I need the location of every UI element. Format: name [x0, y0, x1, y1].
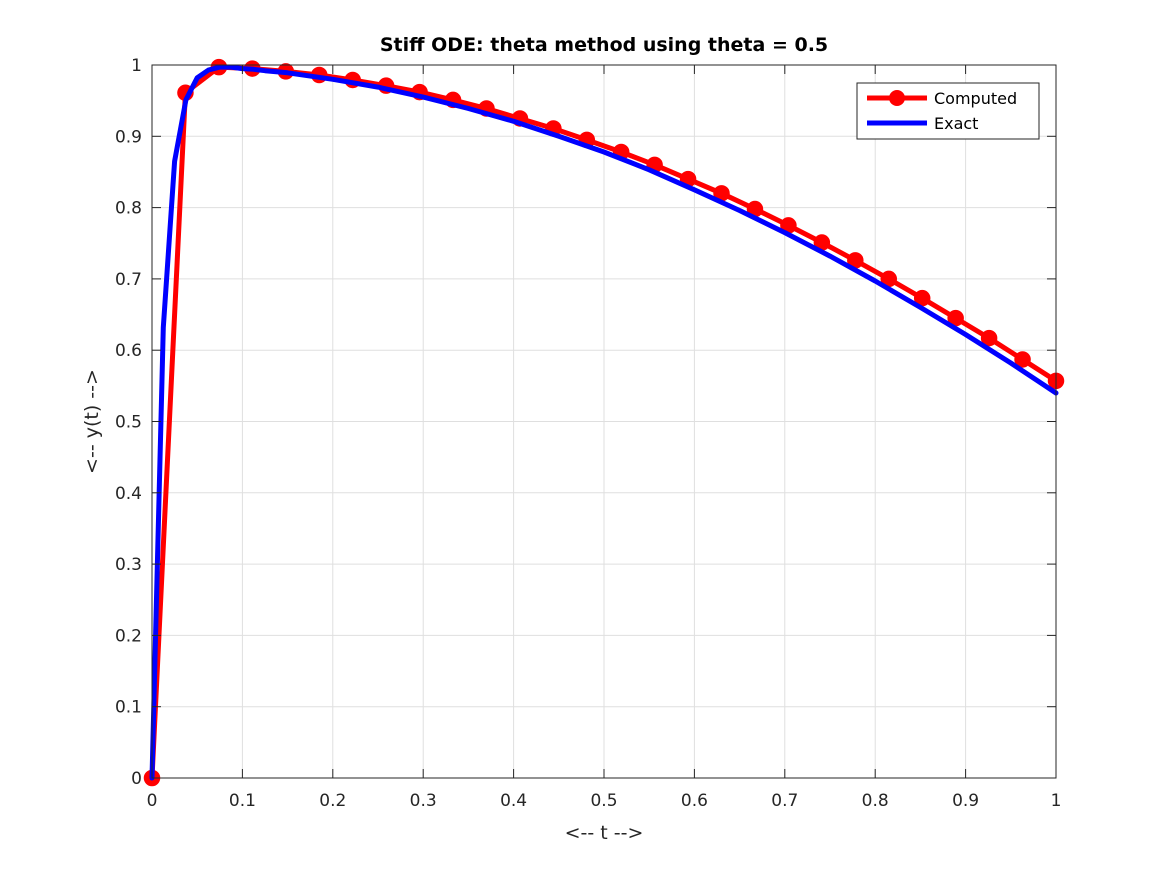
legend-label-exact: Exact — [934, 114, 978, 133]
y-tick-label: 1 — [131, 56, 142, 76]
x-tick-label: 0.2 — [319, 791, 346, 811]
x-tick-label: 0.7 — [771, 791, 798, 811]
legend: Computed Exact — [856, 82, 1040, 140]
data-point-computed — [1014, 351, 1031, 368]
y-tick-label: 0.9 — [115, 127, 142, 147]
y-tick-label: 0.7 — [115, 270, 142, 290]
x-tick-label: 0.3 — [410, 791, 437, 811]
x-axis-label: <-- t --> — [565, 822, 644, 844]
x-tick-label: 0.8 — [862, 791, 889, 811]
data-point-computed — [980, 329, 998, 347]
x-tick-label: 0.4 — [500, 791, 527, 811]
x-tick-label: 1 — [1051, 791, 1062, 811]
x-tick-label: 0.9 — [952, 791, 979, 811]
data-point-computed — [947, 309, 964, 327]
x-tick-label: 0.1 — [229, 791, 256, 811]
y-tick-label: 0.5 — [115, 413, 142, 433]
x-tick-label: 0.5 — [590, 791, 617, 811]
y-tick-label: 0.8 — [115, 199, 142, 219]
series-line-exact — [149, 64, 1059, 781]
ticks: 0 0.1 0.2 0.3 0.4 0.5 0.6 0.7 0.8 0.9 1 0 0.1 0.2 0.3 0… — [115, 56, 1061, 811]
y-tick-label: 0.3 — [115, 555, 142, 575]
y-axis-label: <-- y(t) --> — [81, 369, 103, 474]
legend-label-computed: Computed — [934, 89, 1017, 108]
legend-box — [856, 82, 1040, 140]
y-tick-label: 0.6 — [115, 341, 142, 361]
legend-marker-computed — [889, 90, 905, 106]
y-tick-label: 0.1 — [115, 698, 142, 718]
y-tick-label: 0.2 — [115, 626, 142, 646]
x-tick-label: 0.6 — [681, 791, 708, 811]
y-tick-label: 0 — [131, 769, 142, 789]
chart-title: Stiff ODE: theta method using theta = 0.… — [380, 34, 828, 56]
x-tick-label: 0 — [147, 791, 158, 811]
y-tick-label: 0.4 — [115, 484, 142, 504]
